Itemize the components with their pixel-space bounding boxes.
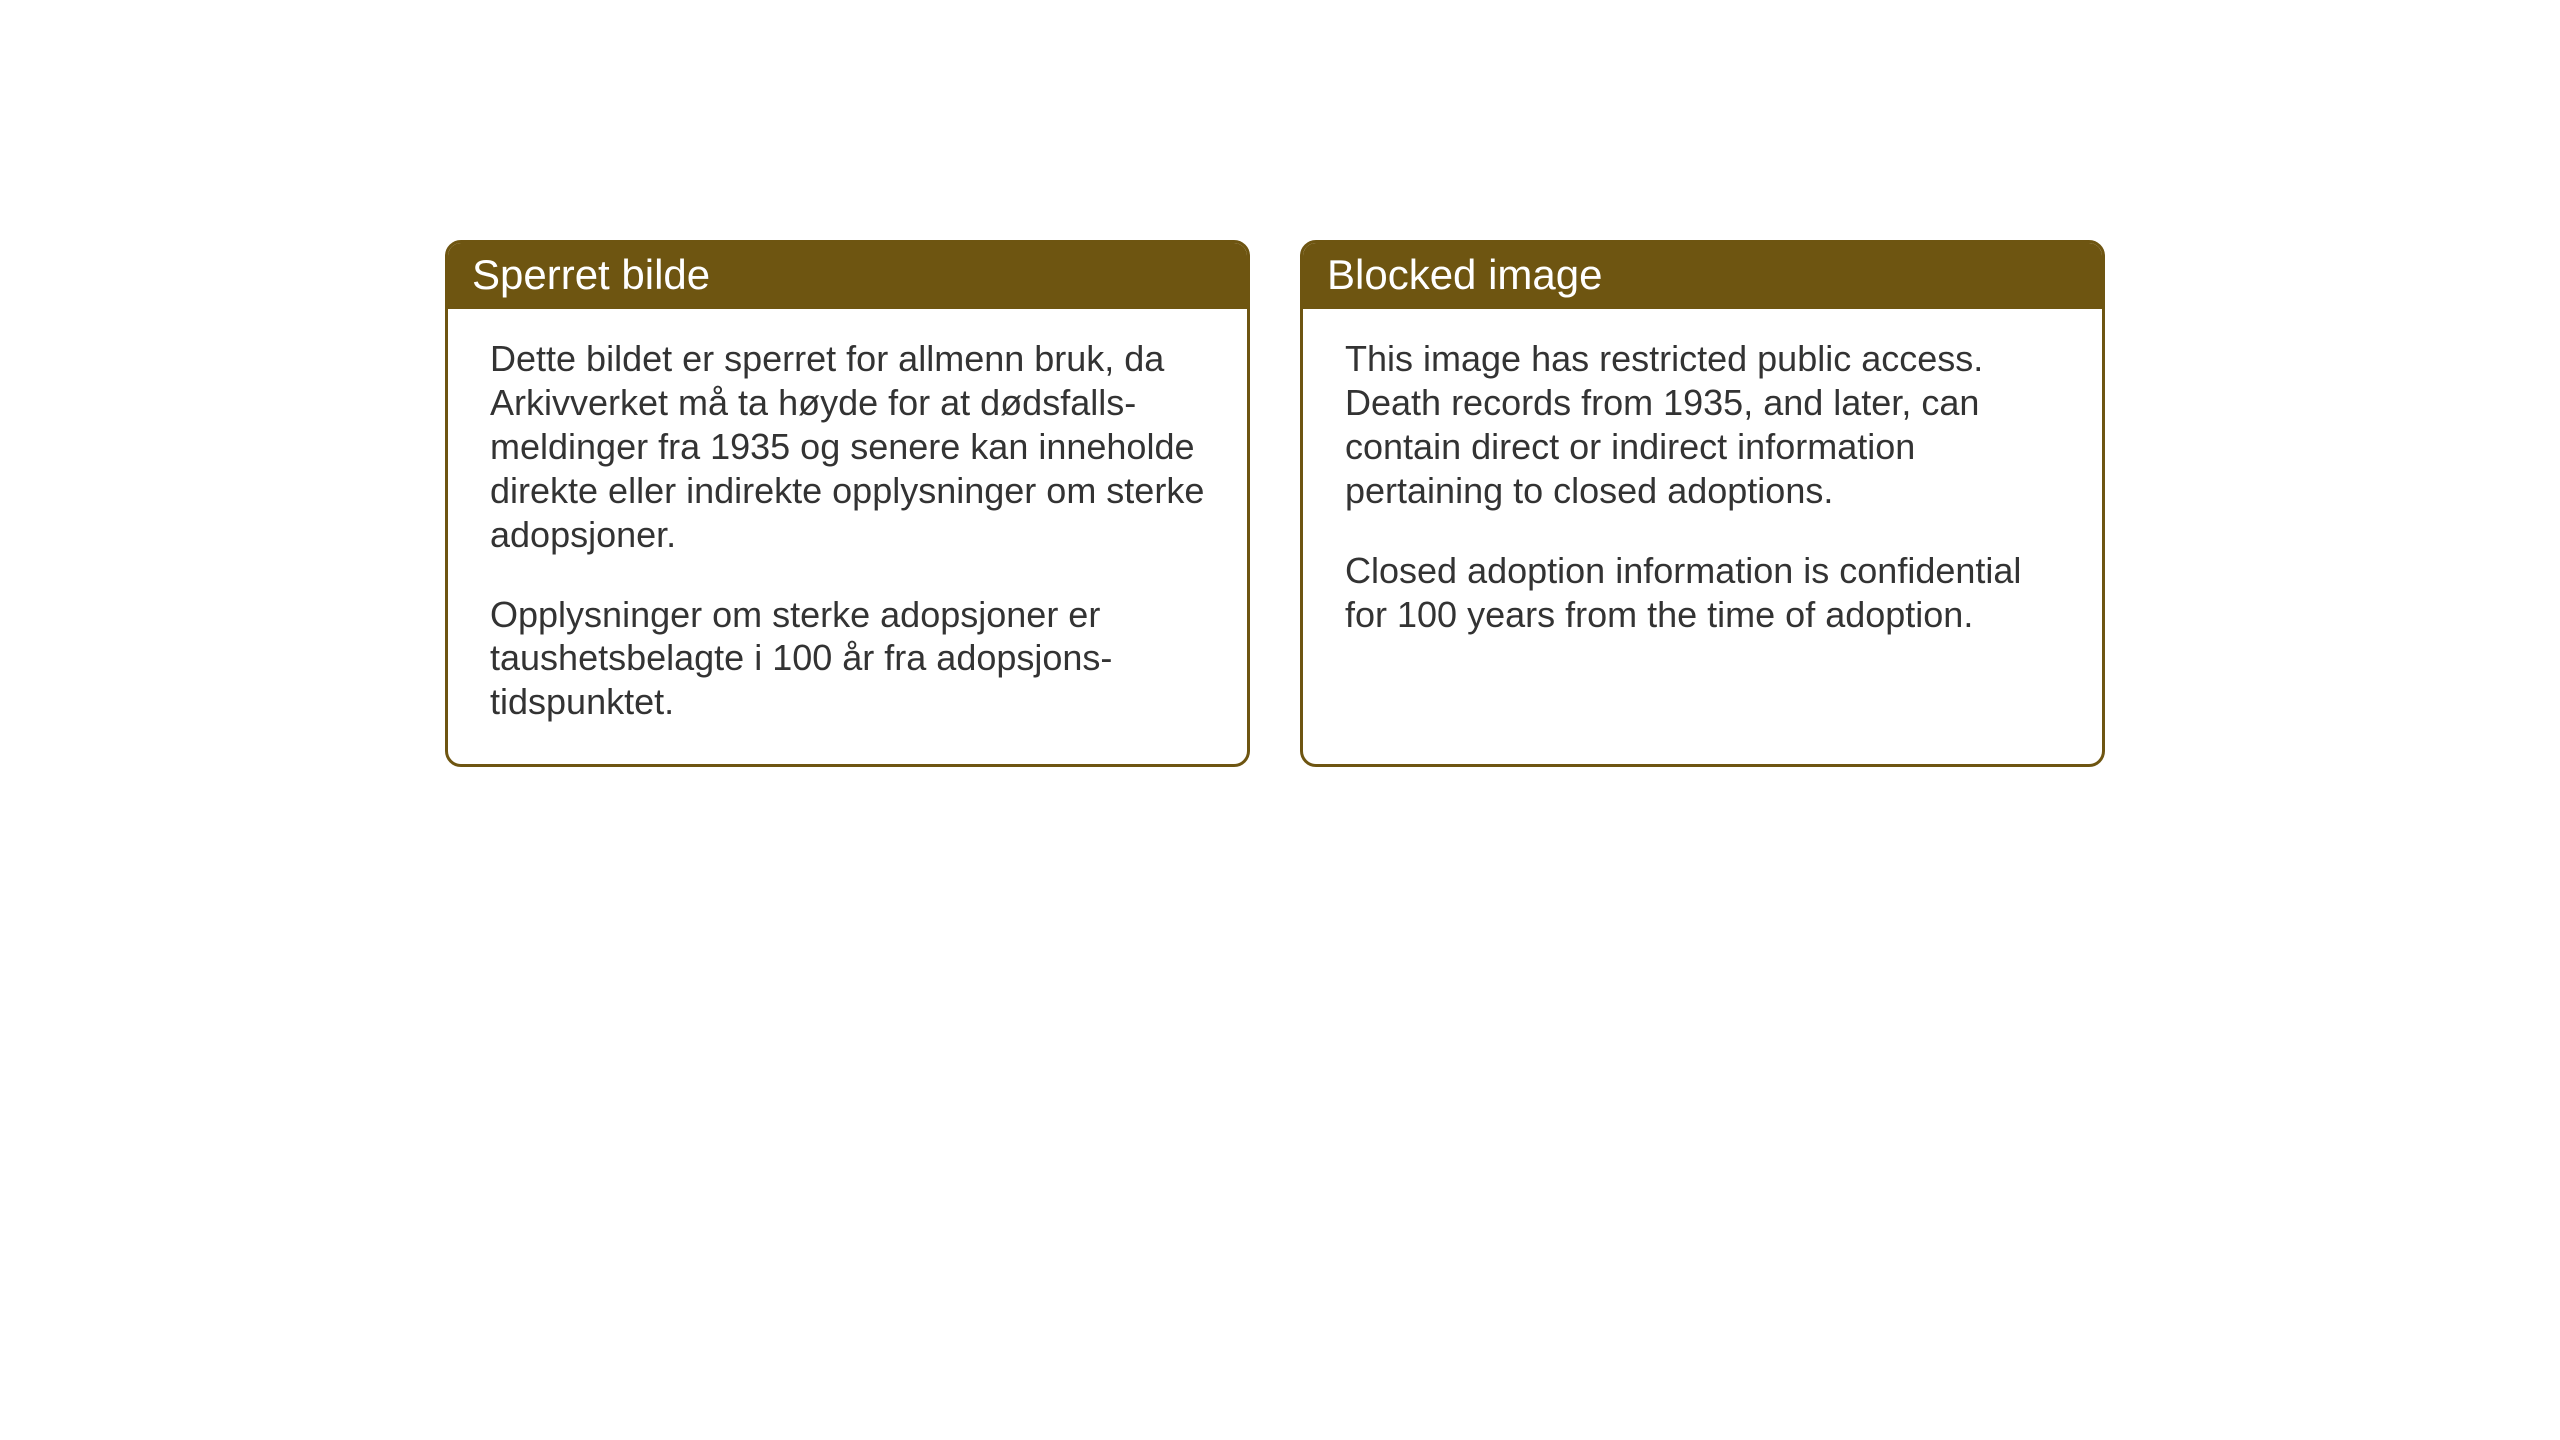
english-card-title: Blocked image xyxy=(1303,243,2102,309)
cards-container: Sperret bilde Dette bildet er sperret fo… xyxy=(445,240,2105,767)
norwegian-card-body: Dette bildet er sperret for allmenn bruk… xyxy=(448,309,1247,764)
norwegian-card: Sperret bilde Dette bildet er sperret fo… xyxy=(445,240,1250,767)
norwegian-paragraph-2: Opplysninger om sterke adopsjoner er tau… xyxy=(490,593,1205,725)
english-card: Blocked image This image has restricted … xyxy=(1300,240,2105,767)
english-paragraph-1: This image has restricted public access.… xyxy=(1345,337,2060,513)
english-paragraph-2: Closed adoption information is confident… xyxy=(1345,549,2060,637)
norwegian-card-title: Sperret bilde xyxy=(448,243,1247,309)
english-card-body: This image has restricted public access.… xyxy=(1303,309,2102,709)
norwegian-paragraph-1: Dette bildet er sperret for allmenn bruk… xyxy=(490,337,1205,557)
